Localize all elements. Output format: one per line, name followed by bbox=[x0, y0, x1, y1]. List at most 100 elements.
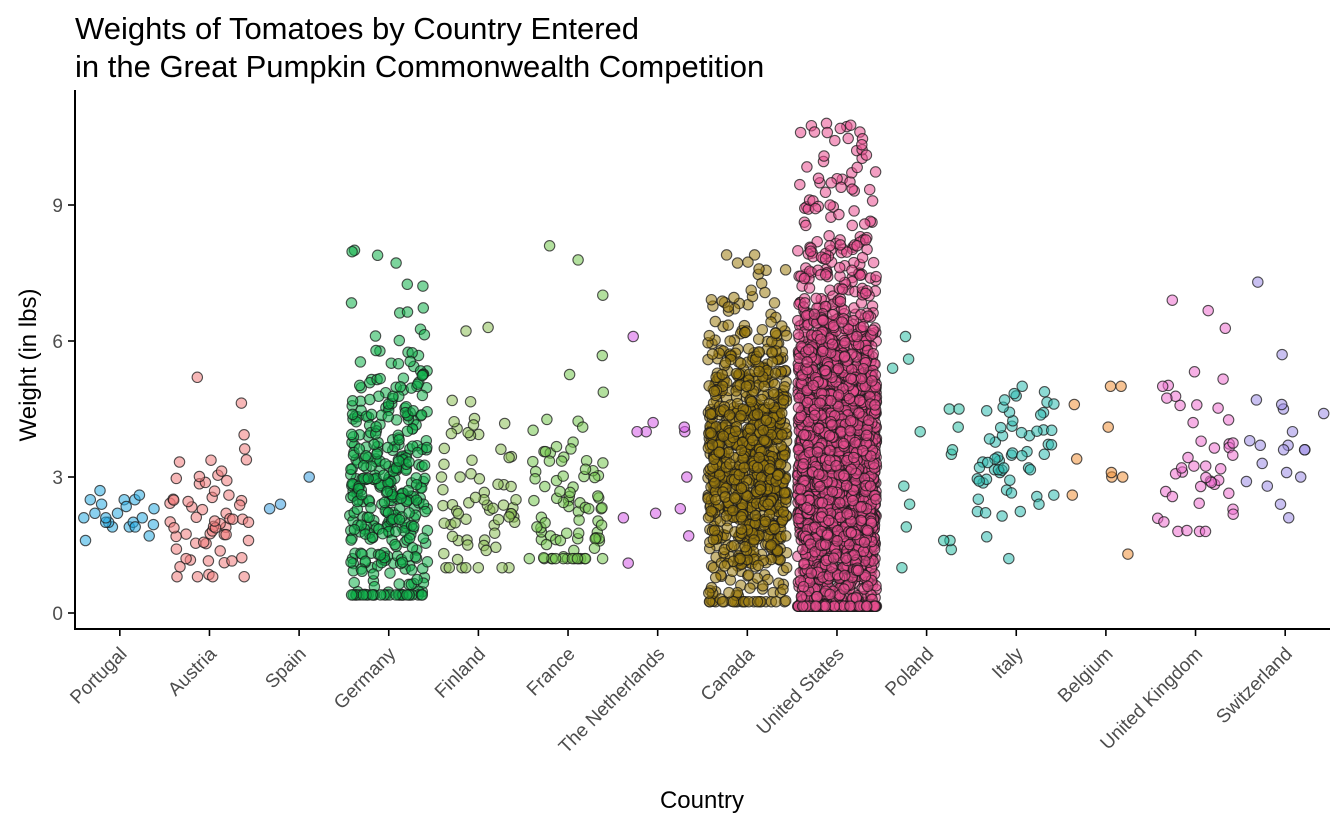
data-point bbox=[759, 286, 771, 299]
data-point bbox=[814, 480, 826, 493]
data-point bbox=[842, 323, 855, 335]
data-point bbox=[769, 327, 782, 340]
data-point bbox=[720, 249, 733, 261]
data-point bbox=[597, 457, 609, 469]
data-point bbox=[466, 454, 478, 466]
data-point bbox=[863, 183, 876, 196]
data-point bbox=[734, 552, 746, 565]
data-point bbox=[896, 561, 908, 574]
data-point bbox=[812, 422, 825, 435]
data-point bbox=[770, 595, 782, 608]
data-point bbox=[818, 150, 830, 162]
data-point bbox=[758, 380, 770, 393]
data-point bbox=[723, 409, 736, 421]
data-point bbox=[794, 178, 806, 191]
data-point bbox=[572, 254, 584, 266]
data-point bbox=[393, 434, 405, 446]
data-point bbox=[588, 471, 601, 484]
data-point bbox=[263, 502, 276, 515]
data-point bbox=[1227, 508, 1239, 520]
data-point bbox=[674, 502, 687, 515]
data-point bbox=[739, 541, 751, 553]
data-point bbox=[1223, 487, 1235, 500]
data-point bbox=[813, 468, 825, 481]
x-tick-label: Portugal bbox=[66, 644, 131, 709]
data-point bbox=[100, 512, 112, 524]
data-point bbox=[748, 249, 761, 261]
data-point bbox=[370, 420, 382, 433]
data-point bbox=[846, 183, 858, 195]
data-point bbox=[647, 416, 659, 429]
data-point bbox=[417, 280, 429, 292]
data-point bbox=[365, 408, 378, 421]
data-point bbox=[979, 507, 992, 519]
data-point bbox=[749, 509, 762, 522]
data-point bbox=[435, 471, 448, 483]
data-point bbox=[903, 498, 916, 510]
data-point bbox=[870, 493, 882, 505]
data-point bbox=[759, 515, 772, 528]
data-point bbox=[753, 365, 765, 378]
axes-layer: 0 3 6 9 Portugal Austria Spain Germany Finland Fr… bbox=[52, 90, 1330, 758]
data-point bbox=[812, 172, 825, 185]
chart-title-line-2: in the Great Pumpkin Commonwealth Compet… bbox=[75, 49, 765, 84]
data-point bbox=[492, 478, 504, 491]
data-point bbox=[1200, 471, 1212, 484]
data-point bbox=[174, 561, 186, 573]
data-point bbox=[84, 493, 97, 506]
data-point bbox=[819, 364, 831, 377]
data-point bbox=[572, 527, 585, 539]
x-tick-label: Canada bbox=[697, 643, 759, 705]
data-point bbox=[709, 477, 721, 489]
data-point bbox=[1199, 525, 1212, 538]
data-point bbox=[374, 549, 387, 561]
data-point bbox=[795, 493, 807, 505]
data-point bbox=[709, 315, 722, 328]
data-point bbox=[854, 269, 866, 282]
data-point bbox=[821, 529, 834, 541]
data-point bbox=[1104, 380, 1117, 393]
data-point bbox=[1033, 498, 1045, 510]
data-point bbox=[381, 485, 394, 498]
data-point bbox=[173, 456, 186, 468]
data-point bbox=[364, 393, 376, 406]
data-point bbox=[527, 455, 539, 468]
data-point bbox=[462, 426, 474, 439]
data-point bbox=[826, 485, 839, 498]
data-point bbox=[394, 381, 407, 393]
data-point bbox=[1066, 489, 1079, 501]
data-point bbox=[95, 498, 108, 510]
data-point bbox=[1068, 398, 1081, 411]
data-point bbox=[809, 202, 822, 215]
data-point bbox=[417, 302, 430, 314]
data-point bbox=[345, 534, 357, 546]
data-point bbox=[242, 534, 255, 547]
data-point bbox=[378, 469, 390, 481]
data-point bbox=[751, 461, 764, 474]
data-point bbox=[1182, 451, 1194, 464]
data-point bbox=[416, 389, 429, 402]
data-point bbox=[823, 514, 835, 527]
data-point bbox=[592, 490, 604, 502]
series-spain bbox=[263, 471, 315, 515]
data-point bbox=[902, 353, 915, 365]
data-point bbox=[205, 454, 217, 466]
data-point bbox=[382, 410, 394, 423]
data-point bbox=[858, 536, 871, 549]
data-point bbox=[748, 534, 760, 546]
data-point bbox=[832, 389, 845, 401]
data-point bbox=[238, 429, 250, 441]
data-points-layer bbox=[78, 117, 1330, 612]
data-point bbox=[143, 530, 155, 542]
data-point bbox=[356, 565, 368, 578]
data-point bbox=[353, 379, 366, 392]
data-point bbox=[190, 511, 203, 524]
series-germany bbox=[344, 244, 434, 601]
data-point bbox=[418, 328, 431, 341]
data-point bbox=[366, 531, 379, 544]
data-point bbox=[738, 461, 750, 474]
data-point bbox=[718, 560, 731, 572]
data-point bbox=[473, 473, 486, 485]
data-point bbox=[346, 245, 358, 258]
x-tick-label: United States bbox=[753, 644, 849, 740]
